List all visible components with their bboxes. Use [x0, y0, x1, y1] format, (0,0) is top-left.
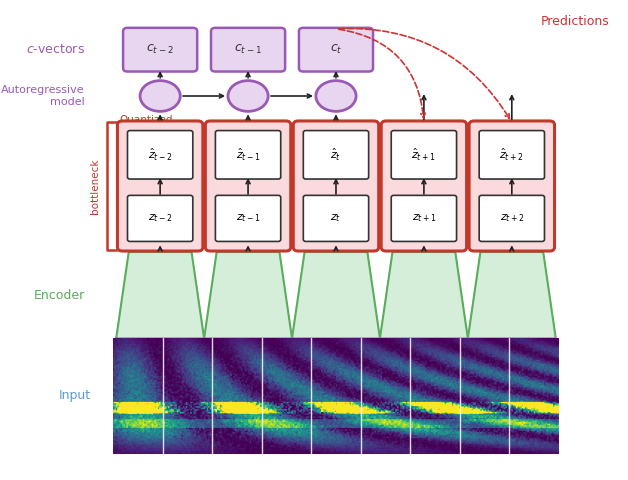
Text: $\mathit{c}$-vectors: $\mathit{c}$-vectors	[26, 43, 85, 56]
Text: bottleneck: bottleneck	[90, 158, 100, 214]
Text: Predictions: Predictions	[541, 15, 609, 28]
Text: $\hat{z}_{t+1}$: $\hat{z}_{t+1}$	[411, 147, 436, 163]
FancyBboxPatch shape	[117, 121, 203, 251]
Text: $\hat{z}_{t-2}$: $\hat{z}_{t-2}$	[148, 147, 173, 163]
Text: $z_t$: $z_t$	[330, 213, 342, 224]
FancyBboxPatch shape	[469, 121, 555, 251]
Text: $\hat{z}_t$: $\hat{z}_t$	[330, 147, 342, 163]
FancyBboxPatch shape	[391, 195, 457, 241]
Text: $c_{t-2}$: $c_{t-2}$	[146, 43, 174, 56]
FancyBboxPatch shape	[205, 121, 291, 251]
Polygon shape	[116, 252, 204, 338]
Text: Quantized
$\hat{z}$-vectors: Quantized $\hat{z}$-vectors	[119, 115, 173, 142]
Circle shape	[316, 81, 356, 111]
Text: $z_{t+1}$: $z_{t+1}$	[411, 213, 436, 224]
Polygon shape	[204, 252, 292, 338]
FancyBboxPatch shape	[127, 131, 193, 179]
Polygon shape	[468, 252, 556, 338]
FancyBboxPatch shape	[303, 195, 369, 241]
FancyBboxPatch shape	[479, 131, 544, 179]
Text: $z$-vectors: $z$-vectors	[119, 213, 168, 225]
FancyBboxPatch shape	[381, 121, 467, 251]
Text: $c_t$: $c_t$	[330, 43, 342, 56]
Text: $z_{t+2}$: $z_{t+2}$	[499, 213, 524, 224]
FancyBboxPatch shape	[211, 28, 285, 72]
FancyBboxPatch shape	[299, 28, 373, 72]
Text: $\hat{z}_{t+2}$: $\hat{z}_{t+2}$	[499, 147, 524, 163]
Circle shape	[140, 81, 180, 111]
Text: Autoregressive
model: Autoregressive model	[1, 85, 85, 107]
Text: Input: Input	[59, 389, 91, 403]
FancyBboxPatch shape	[215, 131, 281, 179]
Text: Encoder: Encoder	[33, 288, 85, 302]
FancyBboxPatch shape	[215, 195, 281, 241]
FancyBboxPatch shape	[293, 121, 379, 251]
Circle shape	[228, 81, 268, 111]
Polygon shape	[292, 252, 380, 338]
FancyBboxPatch shape	[479, 195, 544, 241]
FancyBboxPatch shape	[127, 195, 193, 241]
Text: $c_{t-1}$: $c_{t-1}$	[234, 43, 262, 56]
Polygon shape	[380, 252, 468, 338]
FancyBboxPatch shape	[123, 28, 197, 72]
Text: $\hat{z}_{t-1}$: $\hat{z}_{t-1}$	[236, 147, 261, 163]
Text: $z_{t-2}$: $z_{t-2}$	[148, 213, 173, 224]
FancyBboxPatch shape	[391, 131, 457, 179]
Text: $z_{t-1}$: $z_{t-1}$	[236, 213, 261, 224]
FancyBboxPatch shape	[303, 131, 369, 179]
